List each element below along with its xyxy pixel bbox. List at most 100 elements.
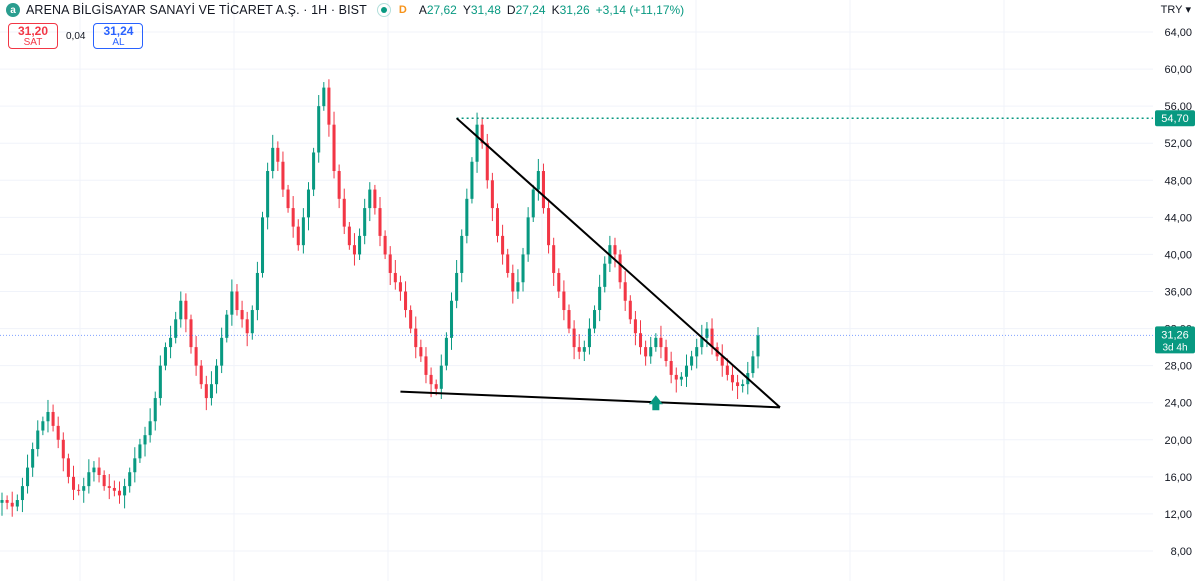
price-axis-tick-label: 48,00: [1164, 175, 1192, 187]
last-price-label: 31,26: [1161, 329, 1189, 341]
drawing-layer[interactable]: [0, 117, 1153, 411]
company-logo-icon[interactable]: a: [6, 3, 20, 17]
candle-body: [598, 286, 602, 311]
candle-body: [102, 475, 106, 487]
candle-body: [189, 319, 193, 348]
candle-body: [398, 282, 402, 292]
candle-body: [495, 208, 500, 236]
candle-body: [337, 171, 341, 199]
candle-body: [521, 254, 525, 283]
symbol-title[interactable]: ARENA BİLGİSAYAR SANAYİ VE TİCARET A.Ş. …: [26, 3, 367, 17]
candle-body: [71, 476, 76, 490]
lower-trendline[interactable]: [400, 390, 781, 409]
candle-body: [557, 272, 561, 292]
candle-body: [460, 235, 464, 273]
low-label: D: [506, 3, 516, 17]
candle-body: [194, 347, 198, 366]
candlestick-series: [0, 79, 760, 517]
price-axis-tick-label: 56,00: [1164, 101, 1192, 113]
currency-selector[interactable]: TRY ▾: [1161, 3, 1191, 17]
candle-body: [659, 337, 663, 348]
candle-body: [138, 444, 142, 459]
market-status-icon[interactable]: [376, 3, 391, 17]
candle-body: [695, 347, 699, 357]
spread-value: 0,04: [66, 30, 86, 42]
candle-body: [61, 439, 65, 459]
candle-body: [133, 458, 137, 473]
resistance-price-tag[interactable]: [1155, 110, 1195, 127]
candle-body: [174, 319, 178, 338]
candle-body: [582, 347, 586, 352]
candle-body: [741, 384, 745, 387]
candle-body: [36, 430, 40, 450]
price-axis-tick-label: 8,00: [1171, 546, 1192, 558]
candle-body: [123, 486, 127, 496]
candle-body: [378, 208, 382, 236]
candle-body: [654, 337, 658, 348]
sell-button[interactable]: 31,20 SAT: [8, 23, 58, 49]
candle-body: [26, 467, 30, 487]
buy-signal-arrow-icon[interactable]: [648, 395, 663, 411]
candle-body: [322, 87, 326, 107]
price-axis[interactable]: 8,0012,0016,0020,0024,0028,0032,0036,004…: [1153, 0, 1199, 581]
candle-body: [169, 337, 173, 348]
candle-body: [312, 152, 316, 190]
candle-body: [15, 500, 19, 507]
candle-body: [117, 490, 122, 496]
candle-body: [56, 425, 60, 440]
candle-body: [291, 208, 295, 227]
candle-body: [526, 217, 530, 255]
candle-body: [434, 384, 438, 389]
buy-label: AL: [112, 36, 125, 48]
candle-body: [77, 489, 81, 491]
candle-body: [536, 171, 540, 190]
delayed-data-badge[interactable]: D: [398, 4, 407, 16]
candle-body: [531, 189, 535, 218]
last-price-tag[interactable]: [1155, 326, 1195, 354]
candle-body: [679, 376, 683, 380]
candle-body: [296, 226, 300, 246]
candle-body: [669, 361, 673, 375]
candle-body: [235, 291, 239, 311]
candle-body: [158, 365, 162, 399]
candle-body: [230, 291, 234, 315]
price-axis-tick-label: 60,00: [1164, 64, 1192, 76]
price-axis-background: [1153, 0, 1199, 581]
chart-grid: [0, 0, 1153, 581]
candle-body: [562, 291, 566, 311]
candle-body: [485, 143, 489, 181]
candle-body: [245, 319, 249, 334]
candle-body: [5, 500, 9, 503]
candle-body: [220, 337, 224, 366]
price-axis-tick-label: 28,00: [1164, 361, 1192, 373]
price-axis-tick-label: 64,00: [1164, 27, 1192, 39]
candle-body: [31, 449, 35, 468]
price-axis-tick-label: 12,00: [1164, 509, 1192, 521]
candle-body: [184, 300, 188, 320]
candle-body: [572, 328, 576, 348]
resistance-price-label: 54,70: [1161, 113, 1189, 125]
candle-body: [281, 161, 285, 190]
candle-body: [87, 472, 91, 487]
buy-button[interactable]: 31,24 AL: [93, 23, 144, 49]
candle-body: [317, 106, 321, 153]
candle-body: [490, 180, 494, 209]
bar-countdown-label: 3d 4h: [1162, 342, 1187, 353]
candle-body: [112, 487, 116, 491]
candle-body: [501, 235, 505, 255]
candle-body: [628, 300, 632, 320]
candle-body: [567, 310, 571, 329]
open-value: 27,62: [426, 3, 457, 17]
candle-body: [250, 310, 254, 334]
candle-body: [199, 365, 203, 385]
high-value: 31,48: [470, 3, 501, 17]
price-axis-tick-label: 20,00: [1164, 435, 1192, 447]
candle-body: [363, 208, 367, 236]
candle-body: [664, 347, 668, 362]
candle-body: [107, 486, 111, 488]
candle-body: [684, 365, 689, 377]
candle-body: [725, 365, 729, 375]
upper-trendline[interactable]: [455, 117, 781, 409]
candle-body: [301, 217, 305, 246]
